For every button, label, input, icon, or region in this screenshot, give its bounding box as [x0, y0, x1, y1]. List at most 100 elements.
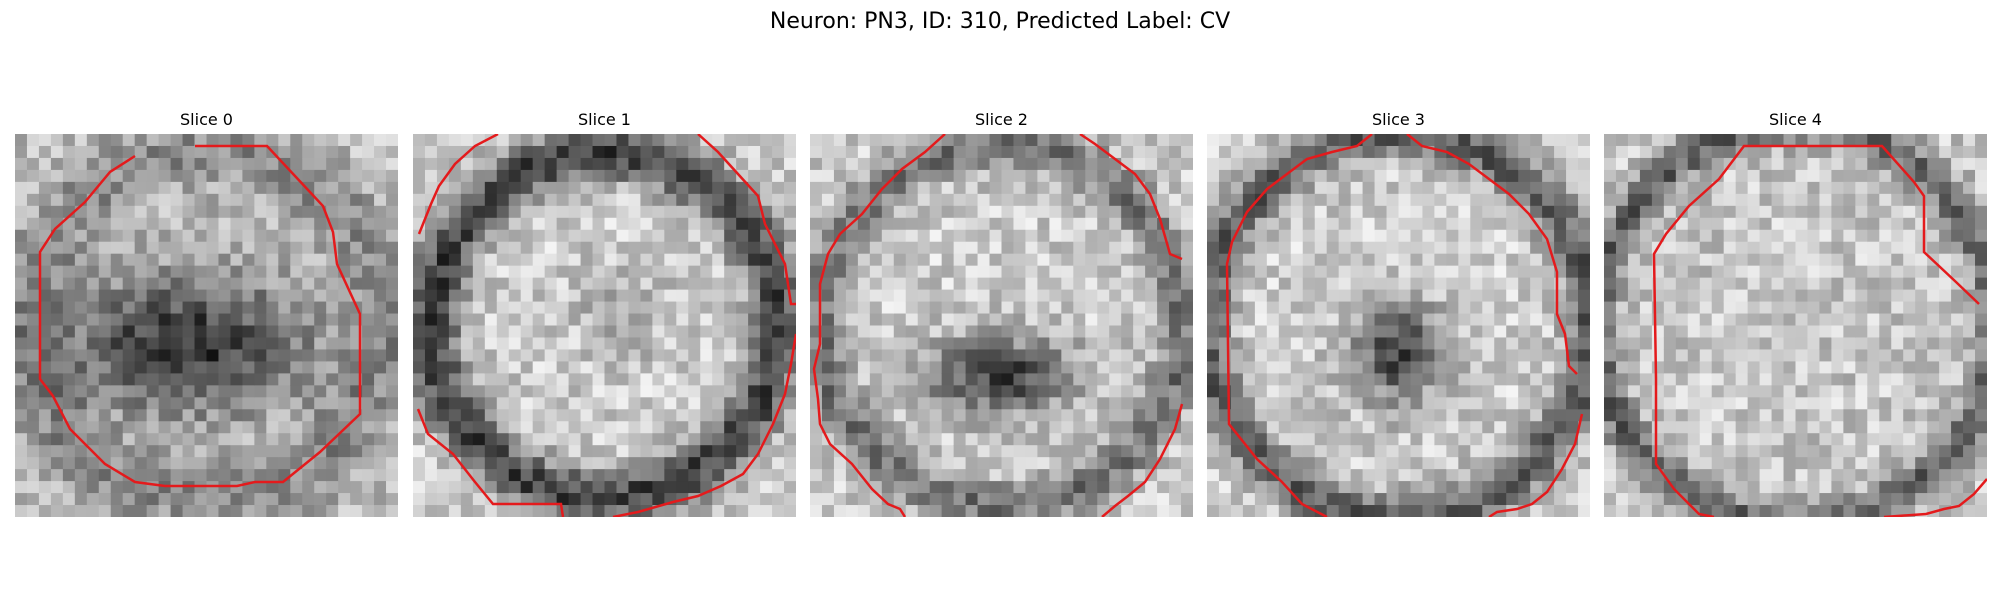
pixel-cell: [604, 217, 618, 231]
pixel-cell: [1025, 469, 1039, 482]
pixel-cell: [110, 181, 124, 195]
pixel-cell: [1181, 265, 1193, 279]
pixel-cell: [1879, 313, 1892, 327]
pixel-cell: [50, 193, 64, 207]
pixel-cell: [1747, 277, 1761, 291]
pixel-cell: [1604, 481, 1617, 494]
pixel-cell: [1903, 493, 1916, 506]
pixel-cell: [1843, 313, 1856, 327]
pixel-cell: [640, 385, 653, 398]
pixel-cell: [362, 397, 375, 410]
pixel-cell: [170, 169, 184, 183]
pixel-cell: [580, 265, 594, 279]
pixel-cell: [1290, 193, 1304, 207]
pixel-cell: [652, 157, 665, 171]
pixel-cell: [544, 457, 558, 470]
pixel-cell: [194, 277, 208, 291]
pixel-cell: [857, 253, 871, 267]
pixel-cell: [748, 253, 761, 267]
pixel-cell: [1097, 481, 1110, 494]
pixel-cell: [1207, 265, 1220, 279]
pixel-cell: [242, 433, 255, 446]
pixel-cell: [86, 505, 100, 517]
pixel-cell: [929, 289, 943, 303]
pixel-cell: [953, 157, 967, 171]
pixel-cell: [508, 253, 522, 267]
pixel-cell: [592, 445, 606, 458]
slice-panel-4: Slice 4: [1604, 110, 1987, 517]
pixel-cell: [1615, 505, 1629, 517]
pixel-cell: [424, 145, 438, 159]
pixel-cell: [86, 409, 100, 422]
pixel-cell: [50, 265, 64, 279]
pixel-cell: [1398, 457, 1412, 470]
pixel-cell: [1398, 217, 1412, 231]
pixel-cell: [266, 289, 279, 303]
pixel-cell: [1891, 289, 1904, 303]
pixel-cell: [1819, 145, 1833, 159]
pixel-cell: [38, 457, 52, 470]
pixel-cell: [1470, 361, 1483, 374]
pixel-cell: [1530, 241, 1543, 255]
pixel-cell: [893, 313, 907, 327]
pixel-cell: [845, 181, 859, 195]
pixel-cell: [1675, 349, 1689, 363]
pixel-cell: [1604, 457, 1617, 470]
pixel-cell: [1747, 241, 1761, 255]
pixel-cell: [616, 373, 630, 386]
pixel-cell: [1097, 193, 1110, 207]
pixel-cell: [652, 421, 665, 434]
pixel-cell: [242, 325, 255, 339]
pixel-cell: [254, 397, 267, 410]
pixel-cell: [1326, 349, 1340, 363]
pixel-cell: [448, 253, 462, 267]
pixel-cell: [905, 409, 919, 422]
pixel-cell: [1795, 313, 1809, 327]
pixel-cell: [604, 445, 618, 458]
pixel-cell: [1771, 409, 1785, 422]
pixel-cell: [1807, 253, 1821, 267]
pixel-cell: [736, 134, 749, 147]
pixel-cell: [881, 253, 895, 267]
pixel-cell: [436, 469, 450, 482]
pixel-cell: [1855, 361, 1868, 374]
pixel-cell: [1073, 229, 1086, 243]
pixel-cell: [413, 349, 426, 363]
pixel-cell: [1254, 349, 1268, 363]
pixel-cell: [338, 481, 351, 494]
pixel-cell: [965, 134, 979, 147]
pixel-cell: [1446, 457, 1459, 470]
pixel-cell: [374, 433, 387, 446]
pixel-cell: [1518, 253, 1531, 267]
pixel-cell: [26, 409, 40, 422]
pixel-cell: [1278, 313, 1292, 327]
pixel-cell: [1025, 277, 1039, 291]
pixel-cell: [350, 265, 363, 279]
pixel-cell: [1386, 337, 1400, 351]
pixel-cell: [1157, 169, 1170, 183]
pixel-cell: [436, 134, 450, 147]
pixel-cell: [568, 301, 582, 315]
pixel-cell: [1651, 493, 1665, 506]
pixel-cell: [833, 289, 847, 303]
pixel-cell: [448, 313, 462, 327]
pixel-cell: [568, 205, 582, 219]
pixel-cell: [1494, 361, 1507, 374]
pixel-cell: [1819, 421, 1833, 434]
pixel-cell: [1530, 409, 1543, 422]
pixel-cell: [1855, 421, 1868, 434]
pixel-cell: [1530, 445, 1543, 458]
pixel-cell: [1386, 469, 1400, 482]
pixel-cell: [1109, 397, 1122, 410]
pixel-cell: [881, 217, 895, 231]
pixel-cell: [1278, 433, 1292, 446]
pixel-cell: [1699, 241, 1713, 255]
pixel-cell: [736, 265, 749, 279]
pixel-cell: [1398, 277, 1412, 291]
pixel-cell: [1604, 397, 1617, 410]
pixel-cell: [857, 289, 871, 303]
pixel-cell: [1855, 325, 1868, 339]
pixel-cell: [664, 193, 677, 207]
pixel-cell: [98, 301, 112, 315]
pixel-cell: [1133, 457, 1146, 470]
